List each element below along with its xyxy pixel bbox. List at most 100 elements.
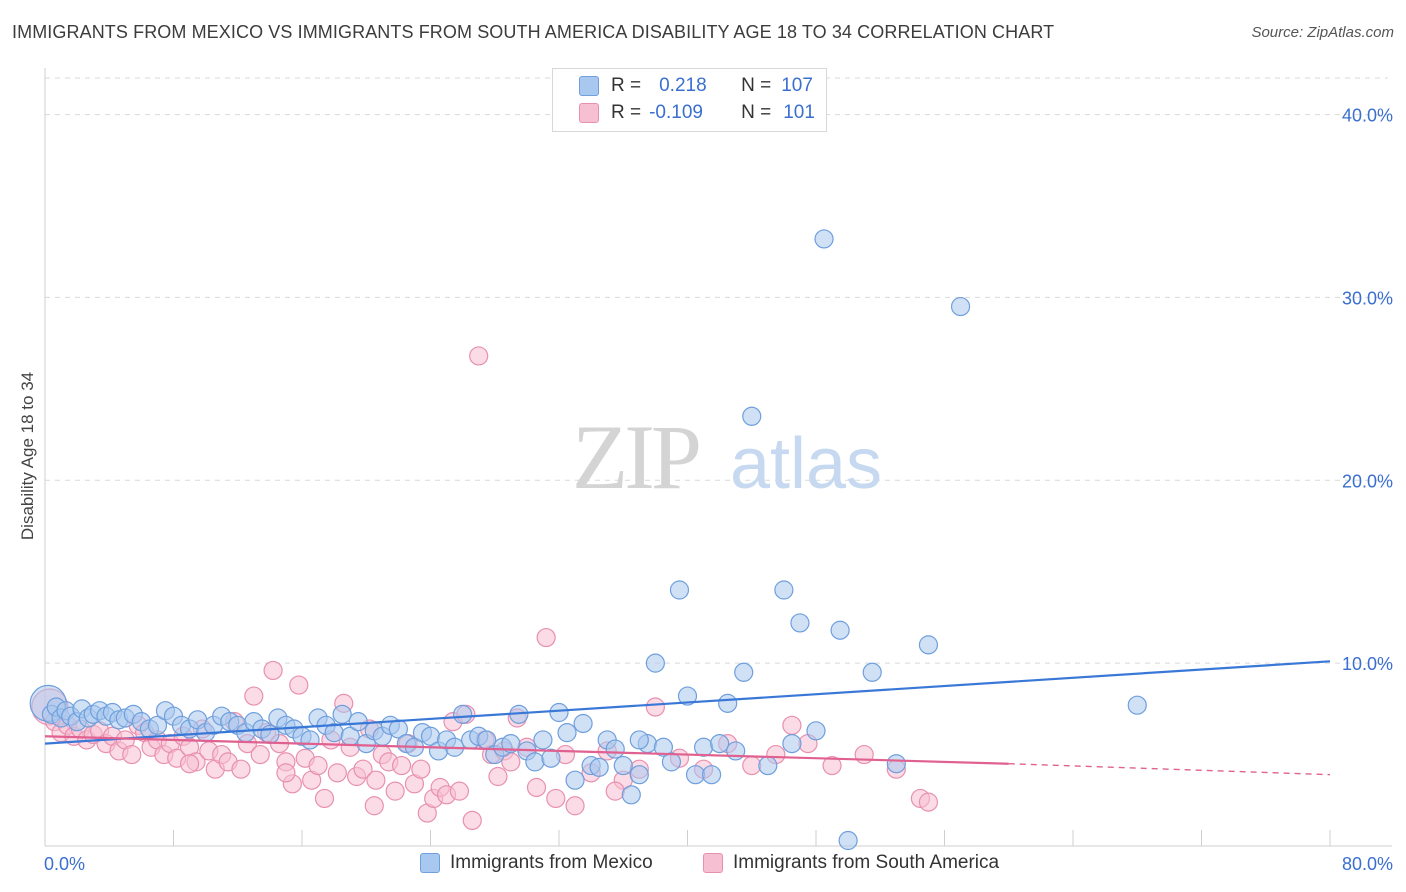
gridlines — [45, 77, 1388, 664]
point-points-blue-102 — [918, 635, 939, 655]
y-tick-label-2: 30.0% — [1342, 288, 1393, 308]
point-points-blue-94 — [774, 580, 794, 600]
point-points-pink-30 — [231, 759, 251, 779]
trend-line-mexico — [44, 660, 1331, 745]
legend-label-south-america: Immigrants from South America — [733, 852, 1000, 873]
point-points-pink-90 — [782, 715, 802, 735]
point-points-pink-35 — [263, 660, 283, 681]
point-points-blue-98 — [814, 229, 834, 249]
n-label: N = — [741, 102, 772, 123]
trend-line-south-america — [44, 735, 1009, 765]
r-value: -0.109 — [649, 102, 703, 123]
point-points-pink-58 — [411, 759, 431, 779]
point-points-blue-86 — [693, 737, 714, 757]
point-points-blue-37 — [300, 730, 320, 750]
r-value: 0.218 — [659, 75, 707, 96]
legend-swatch-pink — [703, 853, 723, 873]
point-points-pink-54 — [385, 781, 405, 801]
point-points-blue-75 — [605, 739, 625, 759]
n-value: 107 — [781, 75, 813, 96]
point-points-pink-39 — [289, 675, 309, 695]
point-points-blue-18 — [147, 715, 168, 735]
legend-item-mexico[interactable]: Immigrants from Mexico — [420, 852, 653, 874]
point-points-blue-77 — [621, 785, 641, 805]
point-points-pink-13 — [122, 744, 142, 765]
r-label: R = — [611, 75, 642, 96]
y-tick-label-0: 10.0% — [1342, 654, 1393, 674]
point-points-pink-49 — [353, 759, 373, 779]
series-mexico-points — [29, 229, 1147, 851]
point-points-blue-83 — [669, 580, 690, 600]
y-axis-label: Disability Age 18 to 34 — [18, 372, 37, 540]
legend-label-mexico: Immigrants from Mexico — [450, 852, 653, 873]
point-points-blue-105 — [838, 830, 858, 851]
legend-swatch-blue — [420, 853, 440, 873]
point-points-blue-100 — [862, 662, 882, 682]
x-tick-label-0: 0.0% — [44, 854, 85, 874]
point-points-blue-62 — [501, 733, 521, 754]
y-tick-label-1: 20.0% — [1342, 471, 1393, 491]
stats-legend: R = 0.218 N = 107 R = -0.109 N = 101 — [552, 68, 827, 132]
swatch-blue — [579, 76, 599, 96]
point-points-blue-76 — [613, 755, 633, 776]
legend-item-south-america[interactable]: Immigrants from South America — [703, 852, 999, 874]
point-points-pink-43 — [314, 788, 335, 809]
point-points-blue-84 — [677, 686, 698, 706]
watermark: ZIP atlas — [572, 406, 882, 508]
point-points-pink-67 — [469, 346, 489, 366]
point-points-pink-64 — [449, 781, 470, 801]
trend-line-south-america-extension — [1008, 763, 1331, 776]
chart-title: IMMIGRANTS FROM MEXICO VS IMMIGRANTS FRO… — [12, 22, 1055, 42]
n-value: 101 — [783, 102, 815, 123]
point-points-pink-51 — [366, 770, 386, 790]
point-points-blue-65 — [525, 752, 545, 772]
n-label: N = — [741, 75, 772, 96]
point-points-blue-95 — [782, 733, 802, 754]
point-points-pink-42 — [308, 755, 328, 776]
point-points-blue-43 — [348, 712, 368, 732]
point-points-blue-87 — [701, 765, 722, 785]
watermark-zip: ZIP — [572, 406, 699, 508]
point-points-pink-100 — [179, 754, 200, 774]
point-points-blue-85 — [685, 765, 706, 785]
point-points-pink-79 — [565, 796, 585, 816]
point-points-pink-77 — [546, 788, 566, 809]
point-points-blue-89 — [718, 693, 738, 713]
point-points-pink-33 — [250, 744, 270, 765]
point-points-blue-66 — [533, 730, 553, 750]
source-label: Source: ZipAtlas.com — [1251, 24, 1394, 41]
point-points-pink-75 — [526, 777, 547, 798]
point-points-blue-69 — [557, 723, 577, 743]
point-points-blue-78 — [629, 765, 649, 785]
point-points-blue-96 — [790, 613, 810, 633]
point-points-blue-80 — [645, 653, 665, 673]
point-points-pink-99 — [276, 763, 296, 783]
r-label: R = — [611, 102, 642, 123]
point-points-blue-81 — [653, 737, 674, 757]
stats-row-south-america: R = -0.109 N = 101 — [579, 100, 815, 126]
point-points-blue-106 — [629, 730, 649, 750]
point-points-pink-88 — [742, 755, 762, 776]
stats-row-mexico: R = 0.218 N = 107 — [579, 73, 813, 99]
point-points-pink-97 — [605, 781, 625, 801]
point-points-pink-66 — [462, 810, 482, 831]
point-points-blue-104 — [1127, 695, 1147, 715]
point-points-blue-103 — [950, 296, 971, 317]
point-points-blue-88 — [710, 733, 730, 754]
point-points-blue-101 — [886, 754, 906, 774]
axes — [44, 68, 1392, 847]
point-points-blue-92 — [742, 406, 762, 426]
point-points-pink-96 — [918, 792, 939, 812]
point-points-blue-67 — [541, 748, 561, 768]
point-points-blue-68 — [549, 702, 569, 723]
trend-lines — [44, 660, 1331, 776]
point-points-blue-56 — [453, 704, 473, 724]
x-tick-labels: 0.0% 80.0% — [44, 854, 1393, 874]
point-points-pink-98 — [364, 796, 384, 816]
y-tick-label-3: 40.0% — [1342, 106, 1393, 126]
point-points-pink-45 — [327, 763, 347, 783]
point-points-blue-82 — [661, 752, 682, 772]
bottom-legend: Immigrants from Mexico Immigrants from S… — [0, 852, 1406, 878]
point-points-pink-55 — [391, 755, 412, 776]
